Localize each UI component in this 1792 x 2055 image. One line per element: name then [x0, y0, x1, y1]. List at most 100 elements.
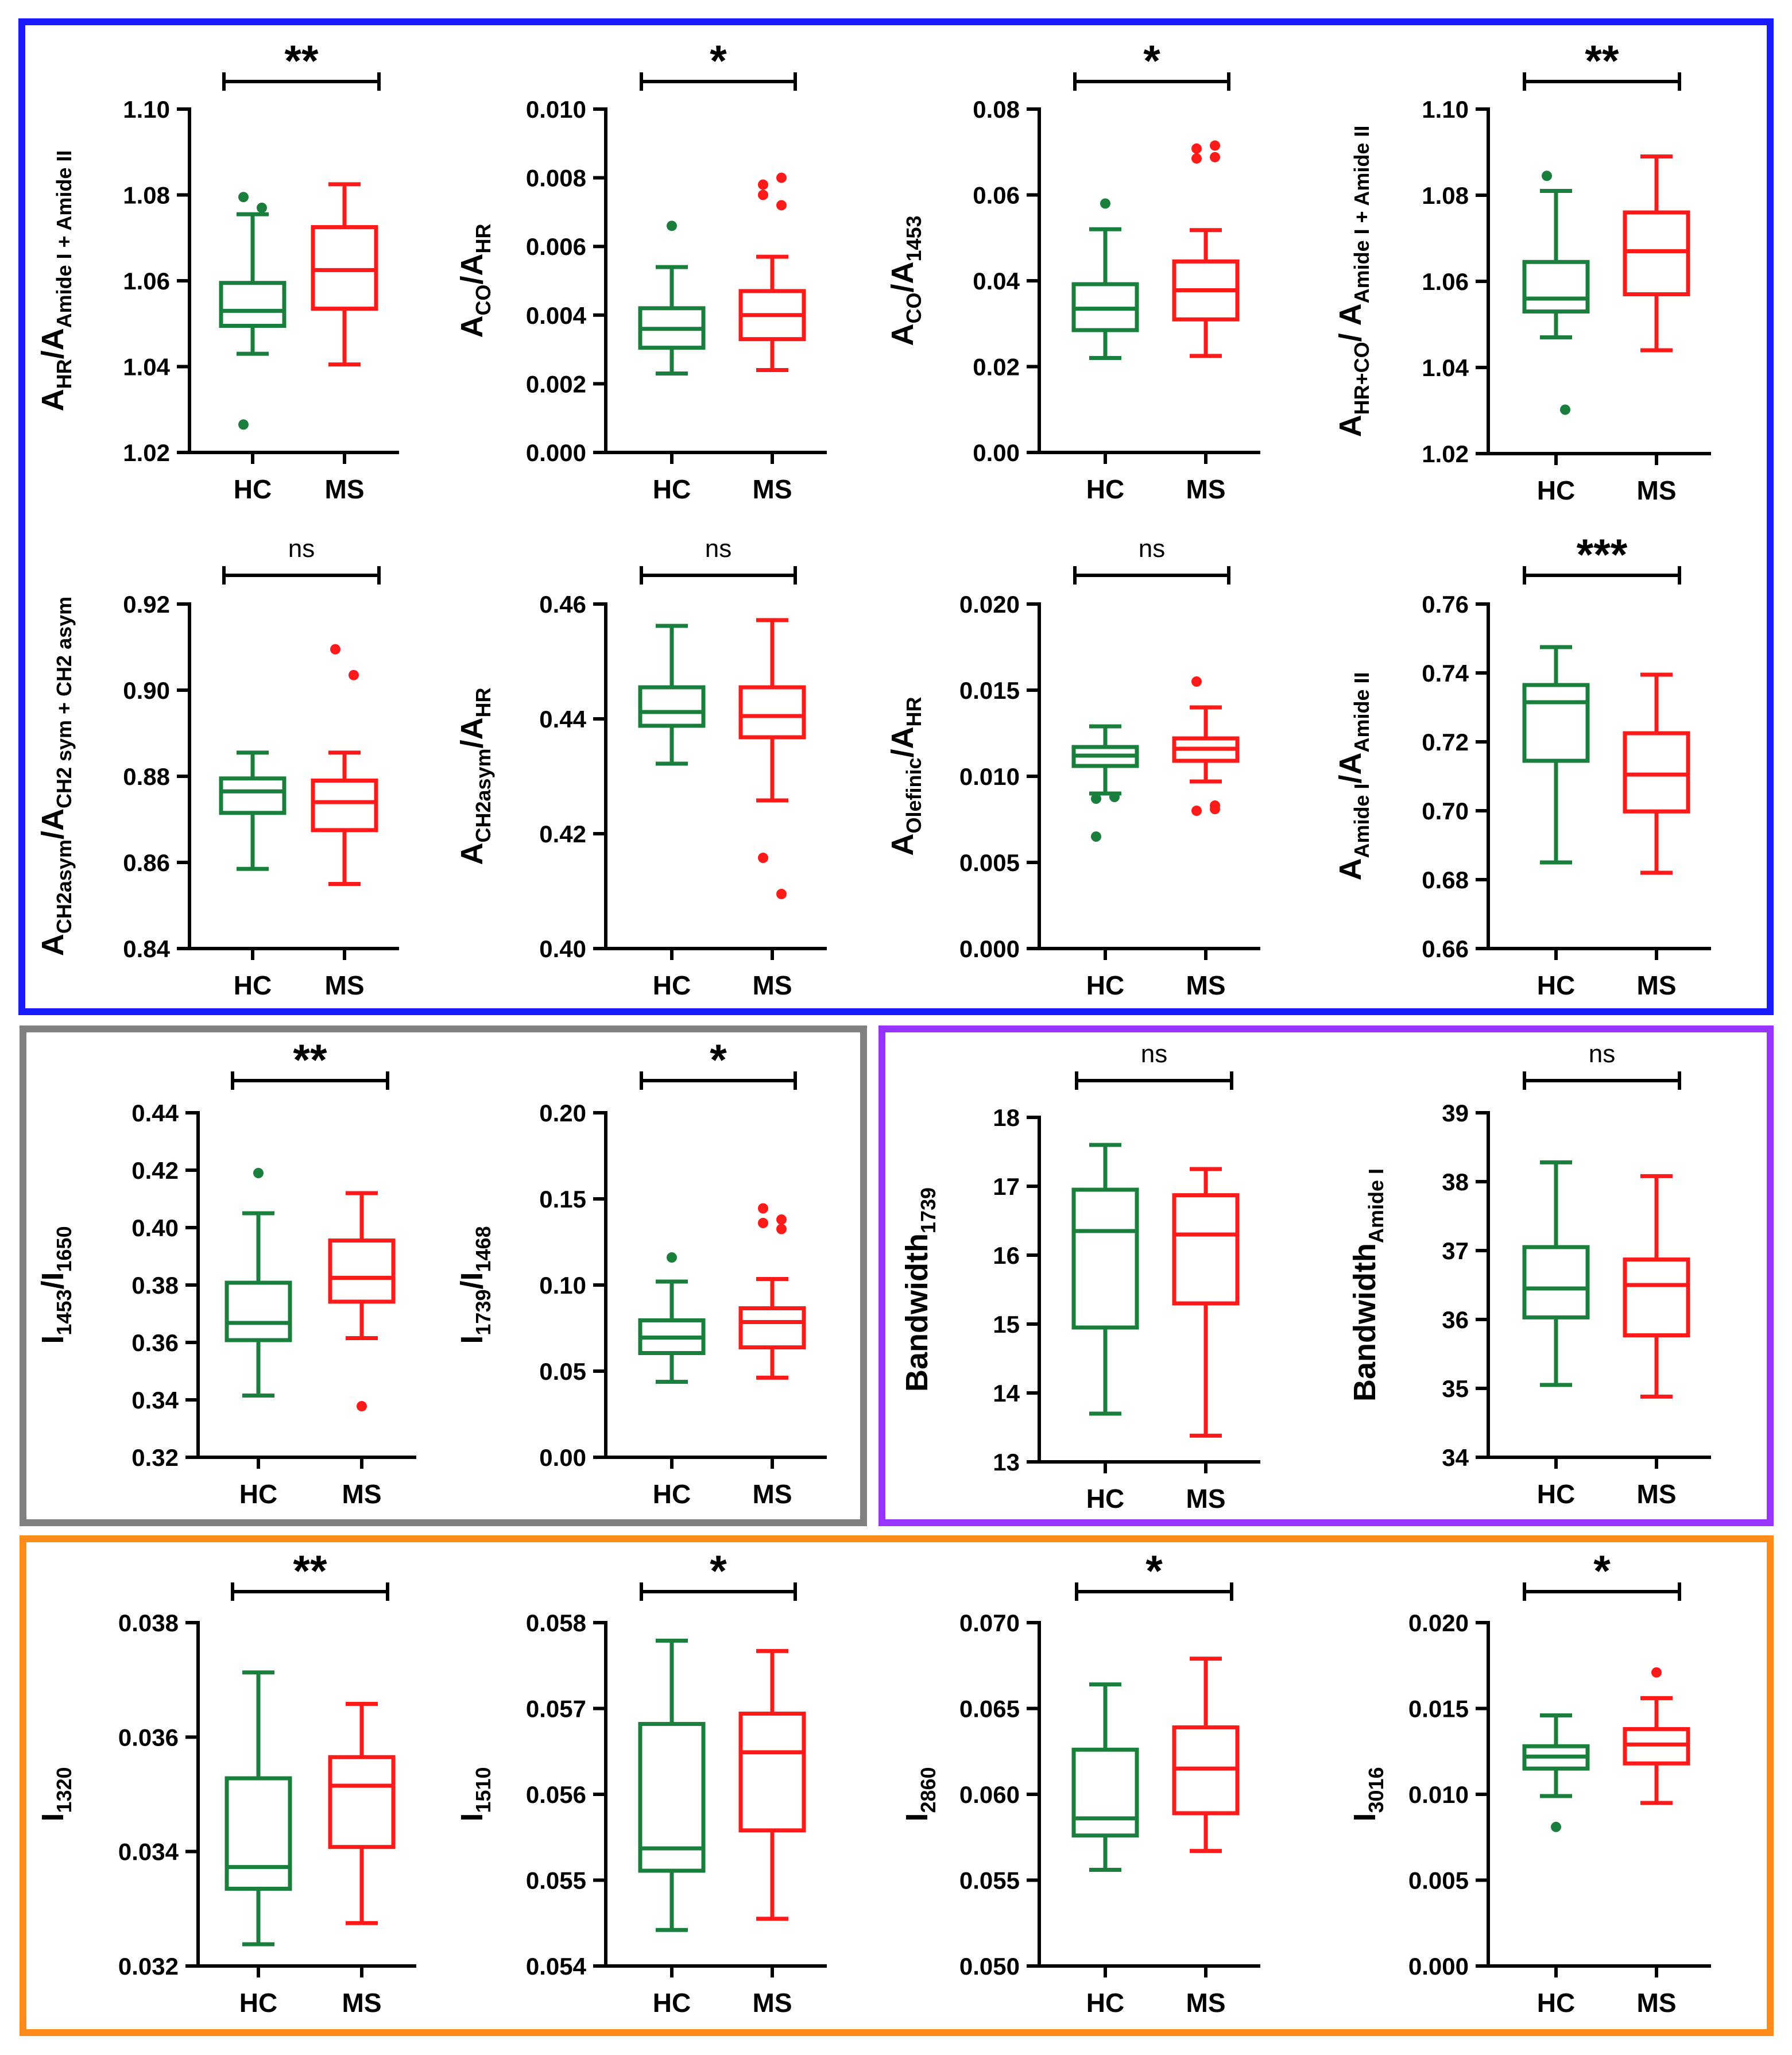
box-ms	[738, 1648, 806, 1921]
x-label-ms: MS	[1186, 474, 1226, 504]
y-axis-title: I1453/I1650	[36, 1226, 76, 1344]
y-axis-title-part: I	[36, 1336, 70, 1344]
y-tick-label: 0.10	[539, 1272, 586, 1299]
significance-label: *	[1593, 1547, 1611, 1596]
box-hc	[1522, 1713, 1590, 1832]
x-label-ms: MS	[1186, 1988, 1226, 2018]
x-label-ms: MS	[342, 1479, 382, 1509]
y-axis-title-part: I	[455, 1813, 489, 1822]
y-tick-label: 37	[1442, 1237, 1469, 1264]
y-tick-label: 1.04	[1422, 354, 1469, 381]
outlier-point	[330, 644, 340, 655]
y-tick-label: 0.72	[1422, 729, 1469, 756]
x-label-ms: MS	[342, 1988, 382, 2018]
y-axis-title-subscript: Amide I	[1350, 784, 1373, 858]
y-axis-title: AAmide I/AAmide II	[1333, 672, 1373, 880]
y-axis-title-part: /A	[455, 717, 489, 748]
y-axis-title-part: I	[36, 1813, 70, 1822]
y-axis-title-part: /A	[885, 726, 920, 757]
chart-i3016: 0.000 0.005 0.010 0.015 0.020 HC MS * I3016	[1348, 1547, 1711, 2018]
frame-ftir-ratios	[18, 18, 1774, 1015]
y-axis-title: BandwidthAmide I	[1348, 1168, 1388, 1402]
y-axis-title-part: Bandwidth	[900, 1233, 934, 1392]
iqr-box	[1522, 683, 1590, 763]
significance-label: ns	[705, 535, 731, 563]
y-tick-label: 0.32	[131, 1444, 179, 1471]
outlier-point	[1191, 806, 1202, 816]
frame-bandwidths	[878, 1025, 1774, 1526]
y-axis-title-subscript: HR	[902, 696, 926, 726]
y-tick-label: 0.034	[118, 1839, 179, 1866]
y-axis-title: ACH2asym/ACH2 sym + CH2 asym	[36, 597, 76, 956]
chart-i1739_i1468: 0.00 0.05 0.10 0.15 0.20 HC MS * I1739/I1468	[455, 1036, 827, 1509]
x-label-ms: MS	[753, 970, 792, 1000]
y-tick-label: 17	[993, 1173, 1020, 1200]
outlier-point	[667, 1252, 677, 1263]
y-tick-label: 0.055	[959, 1867, 1020, 1894]
iqr-box	[328, 1755, 396, 1849]
y-tick-label: 38	[1442, 1168, 1469, 1195]
x-label-hc: HC	[1086, 1484, 1124, 1514]
y-axis-title-part: A	[36, 934, 70, 956]
y-axis-title-subscript: HR+CO	[1350, 342, 1373, 415]
y-tick-label: 0.46	[539, 591, 586, 618]
y-axis-title-part: /A	[455, 254, 489, 285]
x-label-hc: HC	[234, 970, 272, 1000]
box-hc	[1071, 1143, 1139, 1416]
y-axis-title-part: I	[1348, 1813, 1382, 1822]
y-tick-label: 16	[993, 1242, 1020, 1269]
y-axis-title-subscript: 3016	[1364, 1767, 1388, 1813]
y-axis-title-part: /I	[36, 1272, 70, 1289]
y-axis-title: I2860	[900, 1767, 940, 1821]
x-label-hc: HC	[653, 474, 691, 504]
outlier-point	[1551, 1821, 1561, 1832]
frame-intensities	[20, 1535, 1774, 2036]
outlier-point	[758, 853, 768, 863]
x-label-ms: MS	[1637, 475, 1677, 505]
y-axis-title: I3016	[1348, 1767, 1388, 1821]
outlier-point	[253, 1168, 264, 1178]
x-label-ms: MS	[753, 474, 792, 504]
x-label-hc: HC	[239, 1988, 277, 2018]
outlier-point	[758, 1218, 768, 1228]
iqr-box	[638, 685, 706, 728]
chart-i1510: 0.054 0.055 0.056 0.057 0.058 HC MS * I1510	[455, 1547, 827, 2018]
outlier-point	[238, 419, 249, 430]
y-tick-label: 0.15	[539, 1186, 586, 1213]
x-label-hc: HC	[653, 1988, 691, 2018]
significance-label: *	[710, 1547, 727, 1596]
outlier-point	[1100, 198, 1110, 209]
outlier-point	[238, 192, 249, 203]
y-tick-label: 0.38	[131, 1272, 179, 1299]
outlier-point	[257, 202, 267, 213]
box-hc	[1071, 198, 1139, 361]
x-label-hc: HC	[234, 474, 272, 504]
x-label-ms: MS	[1637, 1479, 1677, 1509]
box-ms	[311, 182, 378, 367]
iqr-box	[225, 1776, 292, 1891]
panel-frames	[18, 18, 1774, 2036]
outlier-point	[1651, 1667, 1662, 1678]
y-tick-label: 34	[1442, 1444, 1469, 1471]
y-axis-title-subscript: 1453	[52, 1290, 76, 1336]
y-tick-label: 0.020	[1408, 1609, 1469, 1636]
x-label-hc: HC	[1086, 474, 1124, 504]
y-tick-label: 0.36	[131, 1329, 179, 1356]
y-tick-label: 1.08	[1422, 182, 1469, 209]
outlier-point	[776, 889, 787, 899]
box-hc	[638, 1252, 706, 1384]
y-tick-label: 0.70	[1422, 798, 1469, 825]
chart-amide_i_ii: 0.66 0.68 0.70 0.72 0.74 0.76 HC MS *** AAmide I/…	[1333, 531, 1711, 1000]
y-tick-label: 1.10	[123, 96, 170, 123]
chart-hr_amide: 1.02 1.04 1.06 1.08 1.10 HC MS ** AHR/AAmide I +…	[36, 37, 399, 504]
y-axis-title: I1510	[455, 1767, 495, 1821]
y-tick-label: 0.005	[959, 849, 1020, 876]
outlier-point	[758, 189, 768, 200]
x-label-hc: HC	[1537, 475, 1575, 505]
iqr-box	[1071, 1747, 1139, 1838]
y-tick-label: 0.004	[526, 302, 587, 329]
box-hc	[638, 624, 706, 766]
y-tick-label: 1.06	[1422, 268, 1469, 295]
y-tick-label: 0.02	[973, 354, 1020, 381]
